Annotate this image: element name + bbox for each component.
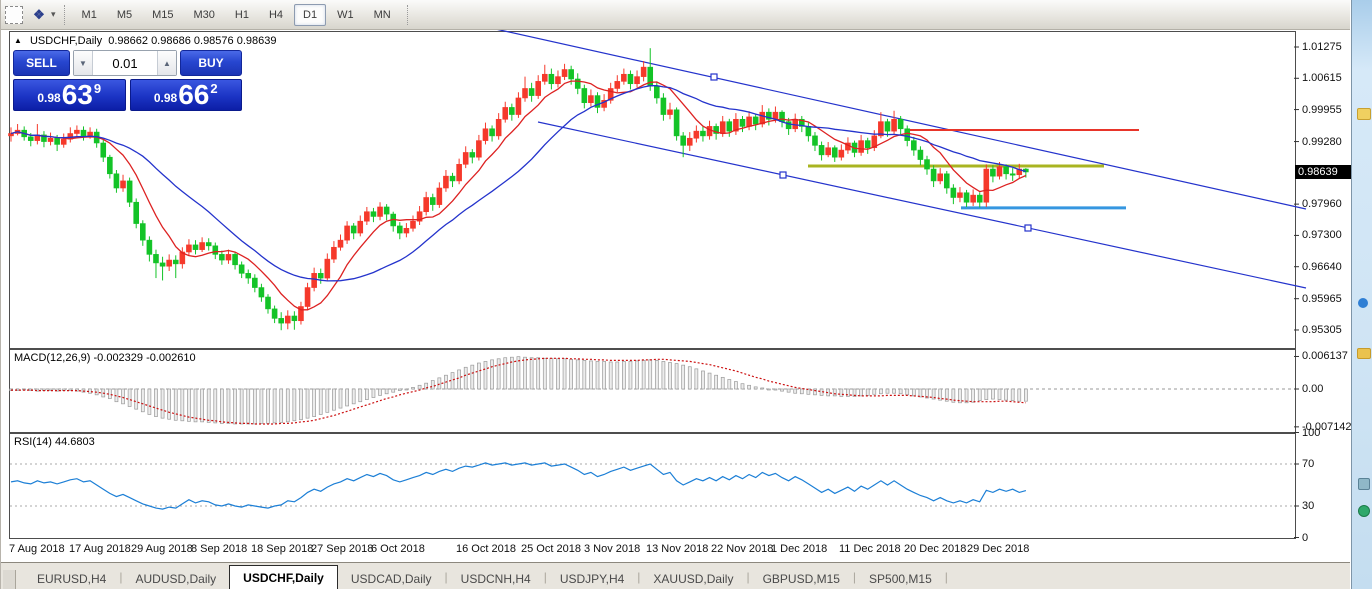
- date-axis-tick: 3 Nov 2018: [584, 543, 641, 555]
- date-axis-tick: 27 Sep 2018: [311, 543, 374, 555]
- date-axis-tick: 1 Dec 2018: [771, 543, 828, 555]
- one-click-trading-panel: SELL ▼ 0.01 ▲ BUY 0.98 63 9 0.98 66 2: [13, 50, 242, 111]
- buy-price-main: 66: [178, 79, 210, 110]
- desktop-icon-globe[interactable]: [1358, 505, 1370, 517]
- date-axis-tick: 13 Nov 2018: [646, 543, 709, 555]
- date-axis-tick: 22 Nov 2018: [711, 543, 774, 555]
- desktop-strip: [1351, 0, 1372, 589]
- tab-sp500-m15[interactable]: SP500,M15: [869, 572, 932, 586]
- desktop-icon-tool[interactable]: [1357, 108, 1371, 120]
- timeframe-button-mn[interactable]: MN: [373, 8, 391, 21]
- date-axis-tick: 18 Sep 2018: [251, 543, 314, 555]
- timeframe-button-m1[interactable]: M1: [81, 8, 97, 21]
- tab-usdcad-daily[interactable]: USDCAD,Daily: [350, 572, 432, 586]
- volume-input[interactable]: 0.01: [112, 55, 138, 71]
- price-axis-background: [1295, 31, 1350, 562]
- date-axis-tick: 8 Sep 2018: [191, 543, 248, 555]
- date-axis-tick: 20 Dec 2018: [904, 543, 967, 555]
- timeframe-button-h1[interactable]: H1: [234, 8, 249, 21]
- date-axis-tick: 11 Dec 2018: [839, 543, 901, 555]
- desktop-icon-browser[interactable]: [1358, 298, 1368, 308]
- window-icon[interactable]: [5, 5, 23, 24]
- volume-increase-button[interactable]: ▲: [157, 51, 176, 75]
- tab-usdchf-daily[interactable]: USDCHF,Daily: [229, 565, 338, 589]
- timeframe-button-m15[interactable]: M15: [152, 8, 174, 21]
- timeframe-button-d1[interactable]: D1: [294, 3, 327, 26]
- sell-price-prefix: 0.98: [37, 91, 61, 105]
- date-axis-tick: 25 Oct 2018: [521, 543, 581, 555]
- timeframe-button-m30[interactable]: M30: [193, 8, 215, 21]
- sell-price-tile[interactable]: 0.98 63 9: [13, 79, 126, 111]
- buy-button[interactable]: BUY: [180, 50, 242, 76]
- desktop-icon-folder[interactable]: [1357, 348, 1371, 359]
- volume-stepper: ▼ 0.01 ▲: [73, 50, 177, 76]
- buy-price-pip: 2: [210, 81, 218, 96]
- timeframe-button-h4[interactable]: H4: [268, 8, 284, 21]
- date-axis-tick: 17 Aug 2018: [69, 543, 131, 555]
- toolbar: ❖ ▾ M1 M5 M15 M30 H1 H4 D1 W1 MN: [1, 0, 1350, 30]
- sell-price-pip: 9: [93, 81, 102, 96]
- date-axis-tick: 29 Dec 2018: [967, 543, 1030, 555]
- macd-panel: [9, 349, 1296, 433]
- date-axis-tick: 6 Oct 2018: [371, 543, 425, 555]
- buy-price-tile[interactable]: 0.98 66 2: [129, 79, 242, 111]
- sell-button[interactable]: SELL: [13, 50, 70, 76]
- tile-windows-icon[interactable]: ❖: [33, 6, 45, 22]
- date-axis-tick: 16 Oct 2018: [456, 543, 516, 555]
- date-axis-tick: 7 Aug 2018: [9, 543, 65, 555]
- dropdown-caret-icon[interactable]: ▾: [51, 9, 56, 19]
- tab-audusd-daily[interactable]: AUDUSD,Daily: [135, 572, 217, 586]
- desktop-icon-app[interactable]: [1358, 478, 1370, 490]
- tab-usdjpy-h4[interactable]: USDJPY,H4: [559, 572, 625, 586]
- toolbar-separator: [406, 4, 409, 25]
- chart-tabbar: EURUSD,H4 | AUDUSD,Daily USDCHF,Daily USD…: [1, 562, 1350, 589]
- volume-decrease-button[interactable]: ▼: [74, 51, 93, 75]
- tab-gbpusd-m15[interactable]: GBPUSD,M15: [762, 572, 840, 586]
- tab-xauusd-daily[interactable]: XAUUSD,Daily: [653, 572, 734, 586]
- tabbar-scroll-notch[interactable]: [3, 570, 16, 589]
- sell-price-main: 63: [61, 79, 93, 110]
- tab-eurusd-h4[interactable]: EURUSD,H4: [37, 572, 107, 586]
- timeframe-button-w1[interactable]: W1: [337, 8, 354, 21]
- rsi-panel: [9, 433, 1296, 539]
- timeframe-button-m5[interactable]: M5: [116, 8, 133, 21]
- tab-usdcnh-h4[interactable]: USDCNH,H4: [460, 572, 531, 586]
- buy-price-prefix: 0.98: [153, 91, 178, 105]
- toolbar-separator: [63, 4, 66, 25]
- date-axis-tick: 29 Aug 2018: [131, 543, 193, 555]
